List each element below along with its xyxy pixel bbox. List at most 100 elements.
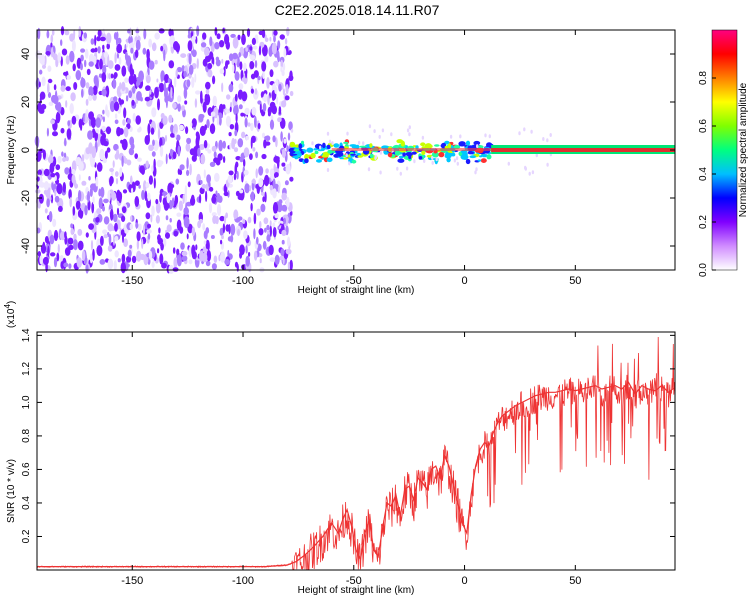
signal-blob (314, 150, 319, 155)
noise-speckle (51, 182, 54, 191)
noise-speckle (165, 96, 168, 109)
noise-speckle (170, 124, 174, 134)
signal-blob (467, 151, 475, 155)
noise-speckle (257, 122, 261, 130)
noise-speckle (250, 202, 253, 212)
noise-speckle (40, 53, 45, 66)
noise-speckle (245, 245, 248, 254)
noise-speckle (252, 45, 258, 50)
noise-speckle (277, 185, 280, 194)
noise-speckle (94, 34, 97, 46)
noise-speckle (55, 164, 61, 171)
signal-blob (421, 150, 426, 156)
colorbar-tick-label: 0.2 (698, 215, 709, 229)
faint-speckle (413, 159, 416, 164)
noise-speckle (165, 215, 169, 221)
noise-speckle (147, 123, 151, 135)
noise-speckle (65, 156, 69, 162)
noise-speckle (37, 27, 41, 40)
noise-speckle (280, 131, 283, 142)
faint-speckle (530, 129, 533, 134)
signal-blob (349, 144, 357, 147)
noise-speckle (68, 189, 72, 200)
noise-speckle (51, 29, 55, 36)
noise-speckle (201, 184, 207, 189)
noise-speckle (88, 53, 95, 63)
noise-speckle (221, 58, 224, 64)
noise-speckle (155, 202, 161, 214)
noise-speckle (231, 137, 236, 150)
noise-speckle (168, 264, 175, 274)
signal-blob (351, 159, 357, 164)
scale-close: ) (6, 301, 17, 304)
noise-speckle (104, 150, 108, 159)
faint-speckle (311, 141, 314, 146)
signal-blob (399, 155, 404, 159)
noise-speckle (261, 153, 267, 160)
noise-speckle (56, 183, 63, 195)
noise-speckle (158, 82, 165, 93)
faint-speckle (546, 138, 549, 143)
noise-speckle (191, 118, 197, 128)
noise-speckle (147, 233, 151, 240)
noise-speckle (50, 46, 54, 58)
signal-blob (306, 147, 314, 153)
noise-speckle (45, 189, 51, 198)
signal-band-early (331, 148, 492, 151)
noise-speckle (233, 105, 239, 116)
noise-speckle (180, 105, 185, 112)
noise-speckle (121, 253, 126, 264)
noise-speckle (215, 56, 220, 62)
noise-speckle (256, 208, 261, 216)
noise-speckle (35, 189, 41, 194)
noise-speckle (251, 37, 256, 46)
noise-speckle (230, 223, 236, 236)
signal-blob (313, 148, 318, 151)
noise-speckle (194, 98, 198, 108)
signal-blob (480, 158, 487, 164)
noise-speckle (261, 132, 266, 139)
faint-speckle (373, 129, 376, 134)
y-tick-label: -20 (20, 190, 32, 206)
noise-speckle (205, 260, 211, 267)
noise-speckle (92, 196, 95, 205)
noise-speckle (107, 245, 113, 252)
noise-speckle (277, 159, 280, 169)
noise-speckle (95, 176, 99, 187)
noise-speckle (154, 87, 159, 99)
noise-speckle (254, 60, 258, 69)
noise-speckle (203, 240, 207, 245)
noise-speckle (274, 254, 280, 265)
noise-speckle (225, 60, 228, 70)
noise-speckle (209, 123, 216, 135)
noise-speckle (165, 232, 170, 239)
noise-speckle (47, 65, 52, 72)
noise-speckle (219, 215, 225, 222)
noise-speckle (116, 207, 120, 216)
noise-speckle (88, 223, 94, 230)
noise-speckle (113, 213, 118, 223)
scale-exponent: 4 (3, 304, 12, 309)
noise-speckle (37, 169, 42, 176)
noise-speckle (85, 264, 89, 274)
noise-speckle (257, 76, 261, 81)
noise-speckle (264, 227, 267, 233)
noise-speckle (47, 92, 52, 98)
noise-speckle (203, 169, 206, 179)
noise-speckle (129, 223, 134, 230)
noise-speckle (50, 194, 54, 204)
noise-speckle (113, 101, 120, 112)
noise-speckle (145, 74, 151, 84)
noise-speckle (166, 224, 172, 232)
noise-speckle (184, 185, 188, 196)
noise-speckle (237, 216, 243, 221)
noise-speckle (188, 64, 194, 75)
faint-speckle (546, 162, 549, 167)
noise-speckle (216, 33, 221, 40)
signal-blob (447, 143, 452, 149)
noise-speckle (95, 117, 101, 128)
noise-speckle (91, 146, 97, 159)
noise-speckle (110, 73, 114, 79)
noise-speckle (164, 134, 168, 142)
noise-speckle (57, 155, 62, 164)
